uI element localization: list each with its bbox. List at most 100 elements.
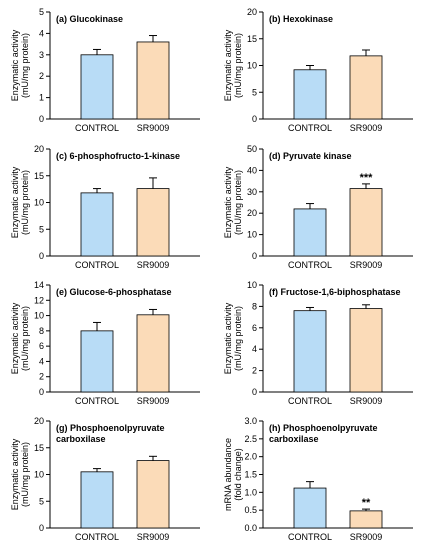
- bar-control: [293, 310, 327, 393]
- y-tick-label: 6: [39, 341, 44, 351]
- bar-sr9009: [136, 188, 170, 257]
- y-tick-label: 2.5: [244, 434, 257, 444]
- y-tick-label: 0: [252, 251, 257, 261]
- y-tick-label: 0: [252, 114, 257, 124]
- y-tick-label: 10: [247, 61, 257, 71]
- y-axis-label: (mU/mg protein): [233, 170, 243, 235]
- category-label: CONTROL: [288, 532, 332, 542]
- y-tick-label: 20: [34, 416, 44, 426]
- chart-panel-d: 0 10 20 30 40 50 CONTROL SR9009 *** (d) Pyruvate …: [223, 144, 413, 270]
- category-label: CONTROL: [75, 260, 119, 270]
- y-tick-label: 6: [252, 323, 257, 333]
- y-tick-label: 4: [39, 28, 44, 38]
- bar-control: [80, 471, 114, 529]
- panel-title: (f) Fructose-1,6-biphosphatase: [269, 287, 401, 297]
- y-tick-label: 30: [247, 187, 257, 197]
- category-label: SR9009: [350, 532, 383, 542]
- y-axis-label: Enzymatic activity: [223, 166, 233, 238]
- y-tick-label: 8: [39, 326, 44, 336]
- y-axis-label: Enzymatic activity: [223, 29, 233, 101]
- category-label: CONTROL: [288, 396, 332, 406]
- y-axis-label: Enzymatic activity: [10, 438, 20, 510]
- y-tick-label: 4: [39, 356, 44, 366]
- panel-title: (a) Glucokinase: [56, 14, 123, 24]
- y-tick-label: 15: [34, 443, 44, 453]
- y-axis-label: (fold change): [233, 448, 243, 501]
- y-tick-label: 1.0: [244, 487, 257, 497]
- y-tick-label: 0: [252, 387, 257, 397]
- y-tick-label: 40: [247, 165, 257, 175]
- y-tick-label: 10: [34, 470, 44, 480]
- category-label: CONTROL: [75, 396, 119, 406]
- bar-control: [293, 69, 327, 120]
- panel-title: carboxilase: [56, 434, 106, 444]
- panel-title: (g) Phosphoenolpyruvate: [56, 423, 165, 433]
- bar-control: [293, 487, 327, 529]
- y-axis-label: (mU/mg protein): [20, 442, 30, 507]
- bar-sr9009: [349, 55, 383, 120]
- y-tick-label: 2.0: [244, 452, 257, 462]
- panel-title: (b) Hexokinase: [269, 14, 333, 24]
- panel-title: (h) Phosphoenolpyruvate: [269, 423, 378, 433]
- y-axis-label: Enzymatic activity: [10, 302, 20, 374]
- category-label: CONTROL: [75, 123, 119, 133]
- y-tick-label: 3.0: [244, 416, 257, 426]
- y-tick-label: 5: [39, 496, 44, 506]
- category-label: SR9009: [350, 123, 383, 133]
- y-tick-label: 10: [247, 230, 257, 240]
- y-tick-label: 14: [34, 280, 44, 290]
- y-tick-label: 3: [39, 50, 44, 60]
- chart-panel-f: 0 2 4 6 8 10 CONTROL SR9009 (f) Fructose-1,6-bip…: [223, 280, 413, 406]
- y-axis-label: Enzymatic activity: [10, 166, 20, 238]
- y-axis-label: Enzymatic activity: [10, 29, 20, 101]
- bar-sr9009: [136, 314, 170, 393]
- y-axis-label: Enzymatic activity: [223, 302, 233, 374]
- y-axis-label: (mU/mg protein): [233, 306, 243, 371]
- y-tick-label: 20: [247, 208, 257, 218]
- bar-sr9009: [349, 308, 383, 393]
- y-tick-label: 4: [252, 344, 257, 354]
- panel-title: carboxilase: [269, 434, 319, 444]
- category-label: SR9009: [137, 123, 170, 133]
- y-tick-label: 0.0: [244, 523, 257, 533]
- chart-panel-h: 0.0 0.5 1.0 1.5 2.0 2.5 3.0 CONTROL SR9009 ** (h) …: [223, 416, 413, 542]
- y-tick-label: 10: [34, 198, 44, 208]
- y-tick-label: 50: [247, 144, 257, 154]
- y-tick-label: 8: [252, 301, 257, 311]
- bar-sr9009: [349, 188, 383, 257]
- significance-marker: **: [362, 497, 371, 509]
- category-label: SR9009: [137, 396, 170, 406]
- bar-control: [80, 330, 114, 393]
- panel-title: (e) Glucose-6-phosphatase: [56, 287, 172, 297]
- chart-panel-e: 0 2 4 6 8 10 12 14 CONTROL SR9009 (e) Glucose-6-ph…: [10, 280, 200, 406]
- bar-sr9009: [349, 510, 383, 529]
- category-label: CONTROL: [288, 123, 332, 133]
- y-tick-label: 1: [39, 93, 44, 103]
- category-label: SR9009: [350, 396, 383, 406]
- panel-title: (d) Pyruvate kinase: [269, 151, 352, 161]
- y-tick-label: 10: [247, 280, 257, 290]
- y-tick-label: 0: [39, 114, 44, 124]
- y-tick-label: 5: [39, 7, 44, 17]
- y-tick-label: 2: [39, 372, 44, 382]
- bar-sr9009: [136, 41, 170, 120]
- y-tick-label: 1.5: [244, 470, 257, 480]
- y-tick-label: 20: [247, 7, 257, 17]
- y-axis-label: (mU/mg protein): [20, 33, 30, 98]
- y-axis-label: mRNA abundance: [223, 438, 233, 511]
- category-label: SR9009: [137, 260, 170, 270]
- y-tick-label: 0: [39, 387, 44, 397]
- y-tick-label: 0.5: [244, 505, 257, 515]
- bar-control: [293, 208, 327, 257]
- y-tick-label: 15: [247, 34, 257, 44]
- y-axis-label: (mU/mg protein): [20, 306, 30, 371]
- y-tick-label: 0: [39, 251, 44, 261]
- category-label: SR9009: [350, 260, 383, 270]
- y-tick-label: 5: [39, 224, 44, 234]
- y-axis-label: (mU/mg protein): [233, 33, 243, 98]
- chart-panel-b: 0 5 10 15 20 CONTROL SR9009 (b) Hexokinase Enzym…: [223, 7, 413, 133]
- y-tick-label: 15: [34, 171, 44, 181]
- y-tick-label: 0: [39, 523, 44, 533]
- bar-control: [80, 192, 114, 257]
